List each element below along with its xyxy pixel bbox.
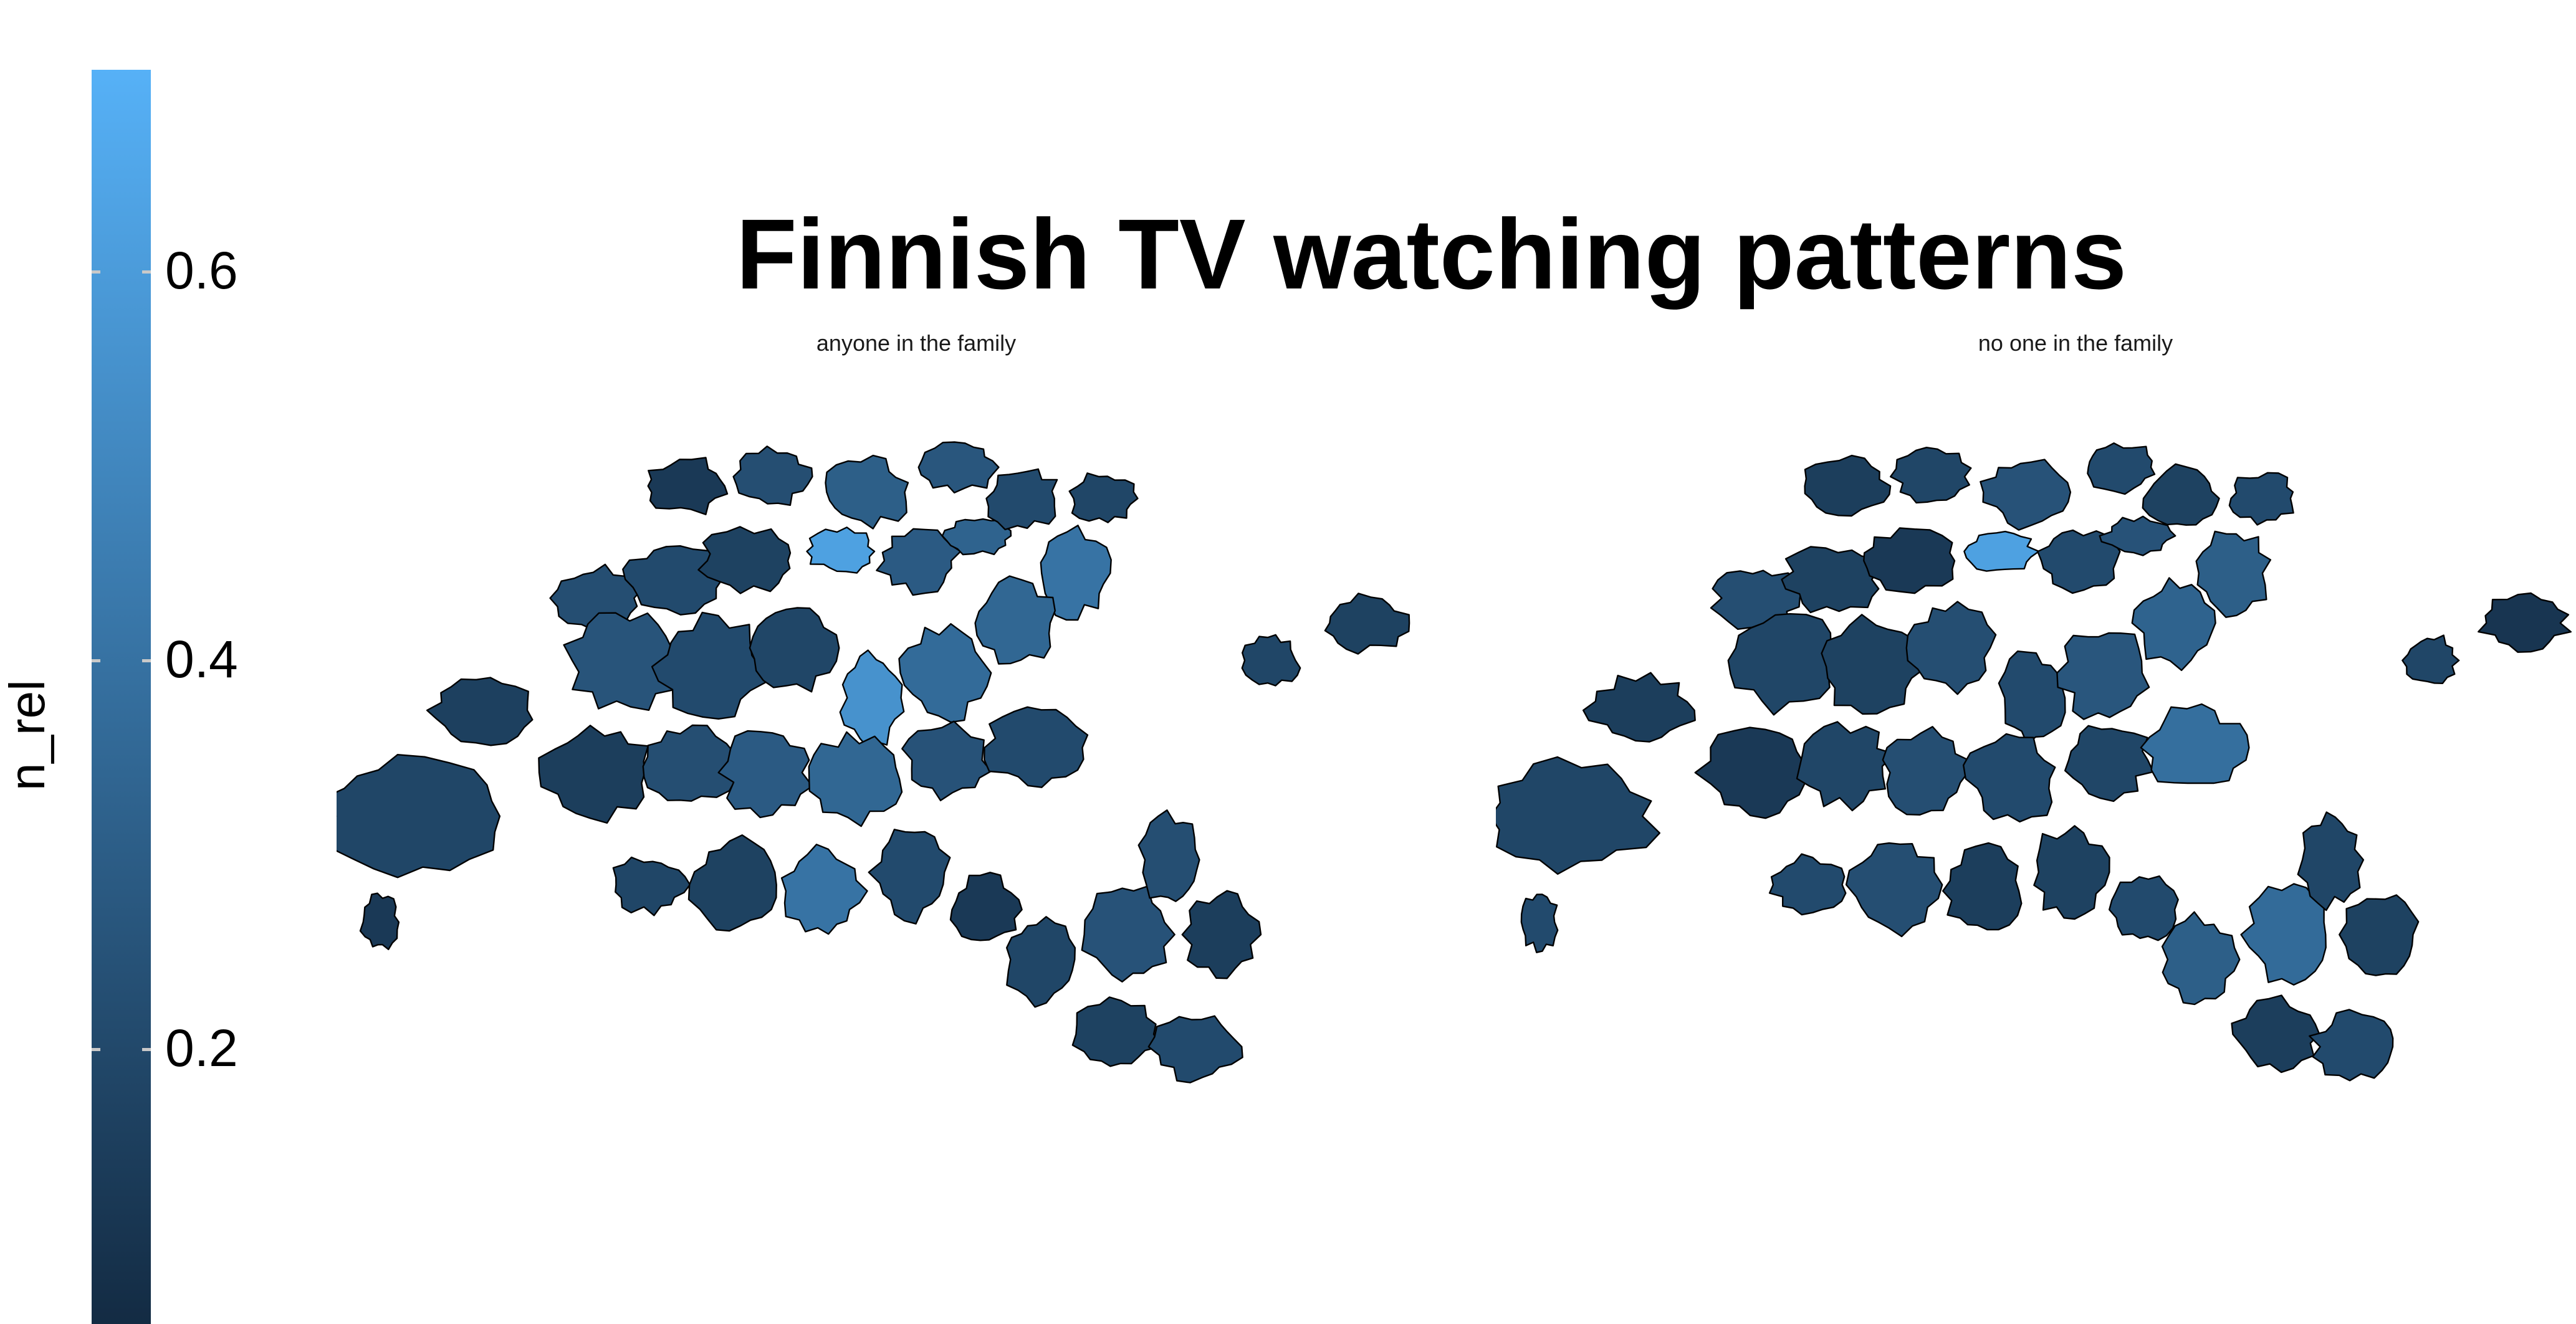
map-region <box>1845 842 1943 938</box>
map-region <box>749 607 840 693</box>
map-region <box>1324 593 1410 655</box>
legend-label: 0.2 <box>165 1019 238 1077</box>
map-region <box>1963 530 2040 572</box>
panel-label: no one in the family <box>1978 330 2173 356</box>
map-region <box>426 677 534 746</box>
map-region <box>2099 515 2176 556</box>
map-region <box>2037 529 2121 594</box>
map-region <box>1496 756 1660 875</box>
map-region <box>808 731 903 827</box>
map-region <box>622 545 723 616</box>
map-region <box>1241 634 1301 687</box>
map-panel-no-one: no one in the family <box>1496 330 2576 1153</box>
map-region <box>2195 530 2272 618</box>
map-region <box>2140 703 2250 784</box>
map-region <box>825 454 909 530</box>
legend-label: 0.6 <box>165 241 238 300</box>
map-region <box>2033 825 2110 920</box>
map-region <box>1006 916 1076 1008</box>
map-region <box>1768 853 1847 916</box>
map-region <box>1582 672 1696 743</box>
map-region <box>732 445 813 506</box>
legend-label: 0.4 <box>165 630 238 688</box>
legend-title: n_rel <box>0 680 55 791</box>
map-region <box>2297 811 2365 912</box>
map-region <box>1081 885 1175 983</box>
map-region <box>2131 577 2216 671</box>
map-region <box>1905 601 1997 695</box>
legend-tick <box>92 1048 151 1051</box>
map-region <box>1963 733 2056 823</box>
map-region <box>1071 996 1164 1067</box>
map-region <box>1804 454 1892 517</box>
map-region <box>612 856 691 917</box>
map-region <box>1821 614 1928 715</box>
map-region <box>985 468 1058 531</box>
map-region <box>901 720 992 801</box>
map-region <box>2231 994 2320 1074</box>
map-region <box>974 575 1056 665</box>
map-region <box>898 623 992 723</box>
map-region <box>2401 634 2460 684</box>
legend-tick <box>92 659 151 662</box>
map-region <box>359 892 400 950</box>
map-region <box>1781 546 1880 614</box>
map-region <box>876 528 962 596</box>
map-region <box>2228 472 2294 526</box>
color-legend: 0.6 0.4 0.2 n_rel <box>0 0 262 1324</box>
map-region <box>2109 875 2179 941</box>
map-region <box>1882 726 1970 816</box>
legend-tick <box>92 270 151 274</box>
map-region <box>2087 442 2156 495</box>
map-region <box>1137 809 1200 902</box>
map-region <box>1147 1015 1243 1083</box>
map-region <box>949 872 1023 941</box>
map-region <box>563 612 686 711</box>
map-region <box>642 724 737 802</box>
map-region <box>1998 650 2066 746</box>
map-region <box>1520 893 1559 953</box>
map-region <box>538 725 649 824</box>
chart-title: Finnish TV watching patterns <box>735 198 2127 310</box>
map-region <box>2142 463 2220 526</box>
map-region <box>2339 894 2420 976</box>
map-region <box>2309 1009 2394 1082</box>
map-region <box>647 457 729 515</box>
map-region <box>1068 472 1139 523</box>
map-region <box>1796 721 1895 812</box>
map-region <box>1181 890 1262 979</box>
map-region <box>337 754 501 879</box>
map-region <box>806 526 876 574</box>
map-region <box>1694 726 1814 819</box>
choropleth-map <box>337 441 1410 1083</box>
map-region <box>2161 911 2241 1006</box>
map-region <box>1727 613 1835 716</box>
map-region <box>651 611 767 720</box>
map-region <box>1980 459 2072 531</box>
map-region <box>868 829 951 925</box>
map-region <box>984 706 1089 788</box>
map-region <box>1890 447 1972 504</box>
map-region <box>1942 842 2023 931</box>
map-region <box>780 844 868 935</box>
map-region <box>1040 525 1112 621</box>
map-region <box>839 649 905 748</box>
panel-label: anyone in the family <box>816 330 1017 356</box>
map-region <box>917 441 1000 493</box>
map-region <box>717 730 813 819</box>
map-region <box>687 834 777 932</box>
legend-colorbar <box>92 70 151 1324</box>
map-region <box>1863 527 1956 594</box>
map-region <box>2478 592 2572 653</box>
map-region <box>2064 725 2154 802</box>
choropleth-map <box>1496 442 2572 1082</box>
map-panel-anyone: anyone in the family <box>337 330 1496 1153</box>
map-region <box>2056 632 2150 720</box>
map-region <box>697 526 792 594</box>
